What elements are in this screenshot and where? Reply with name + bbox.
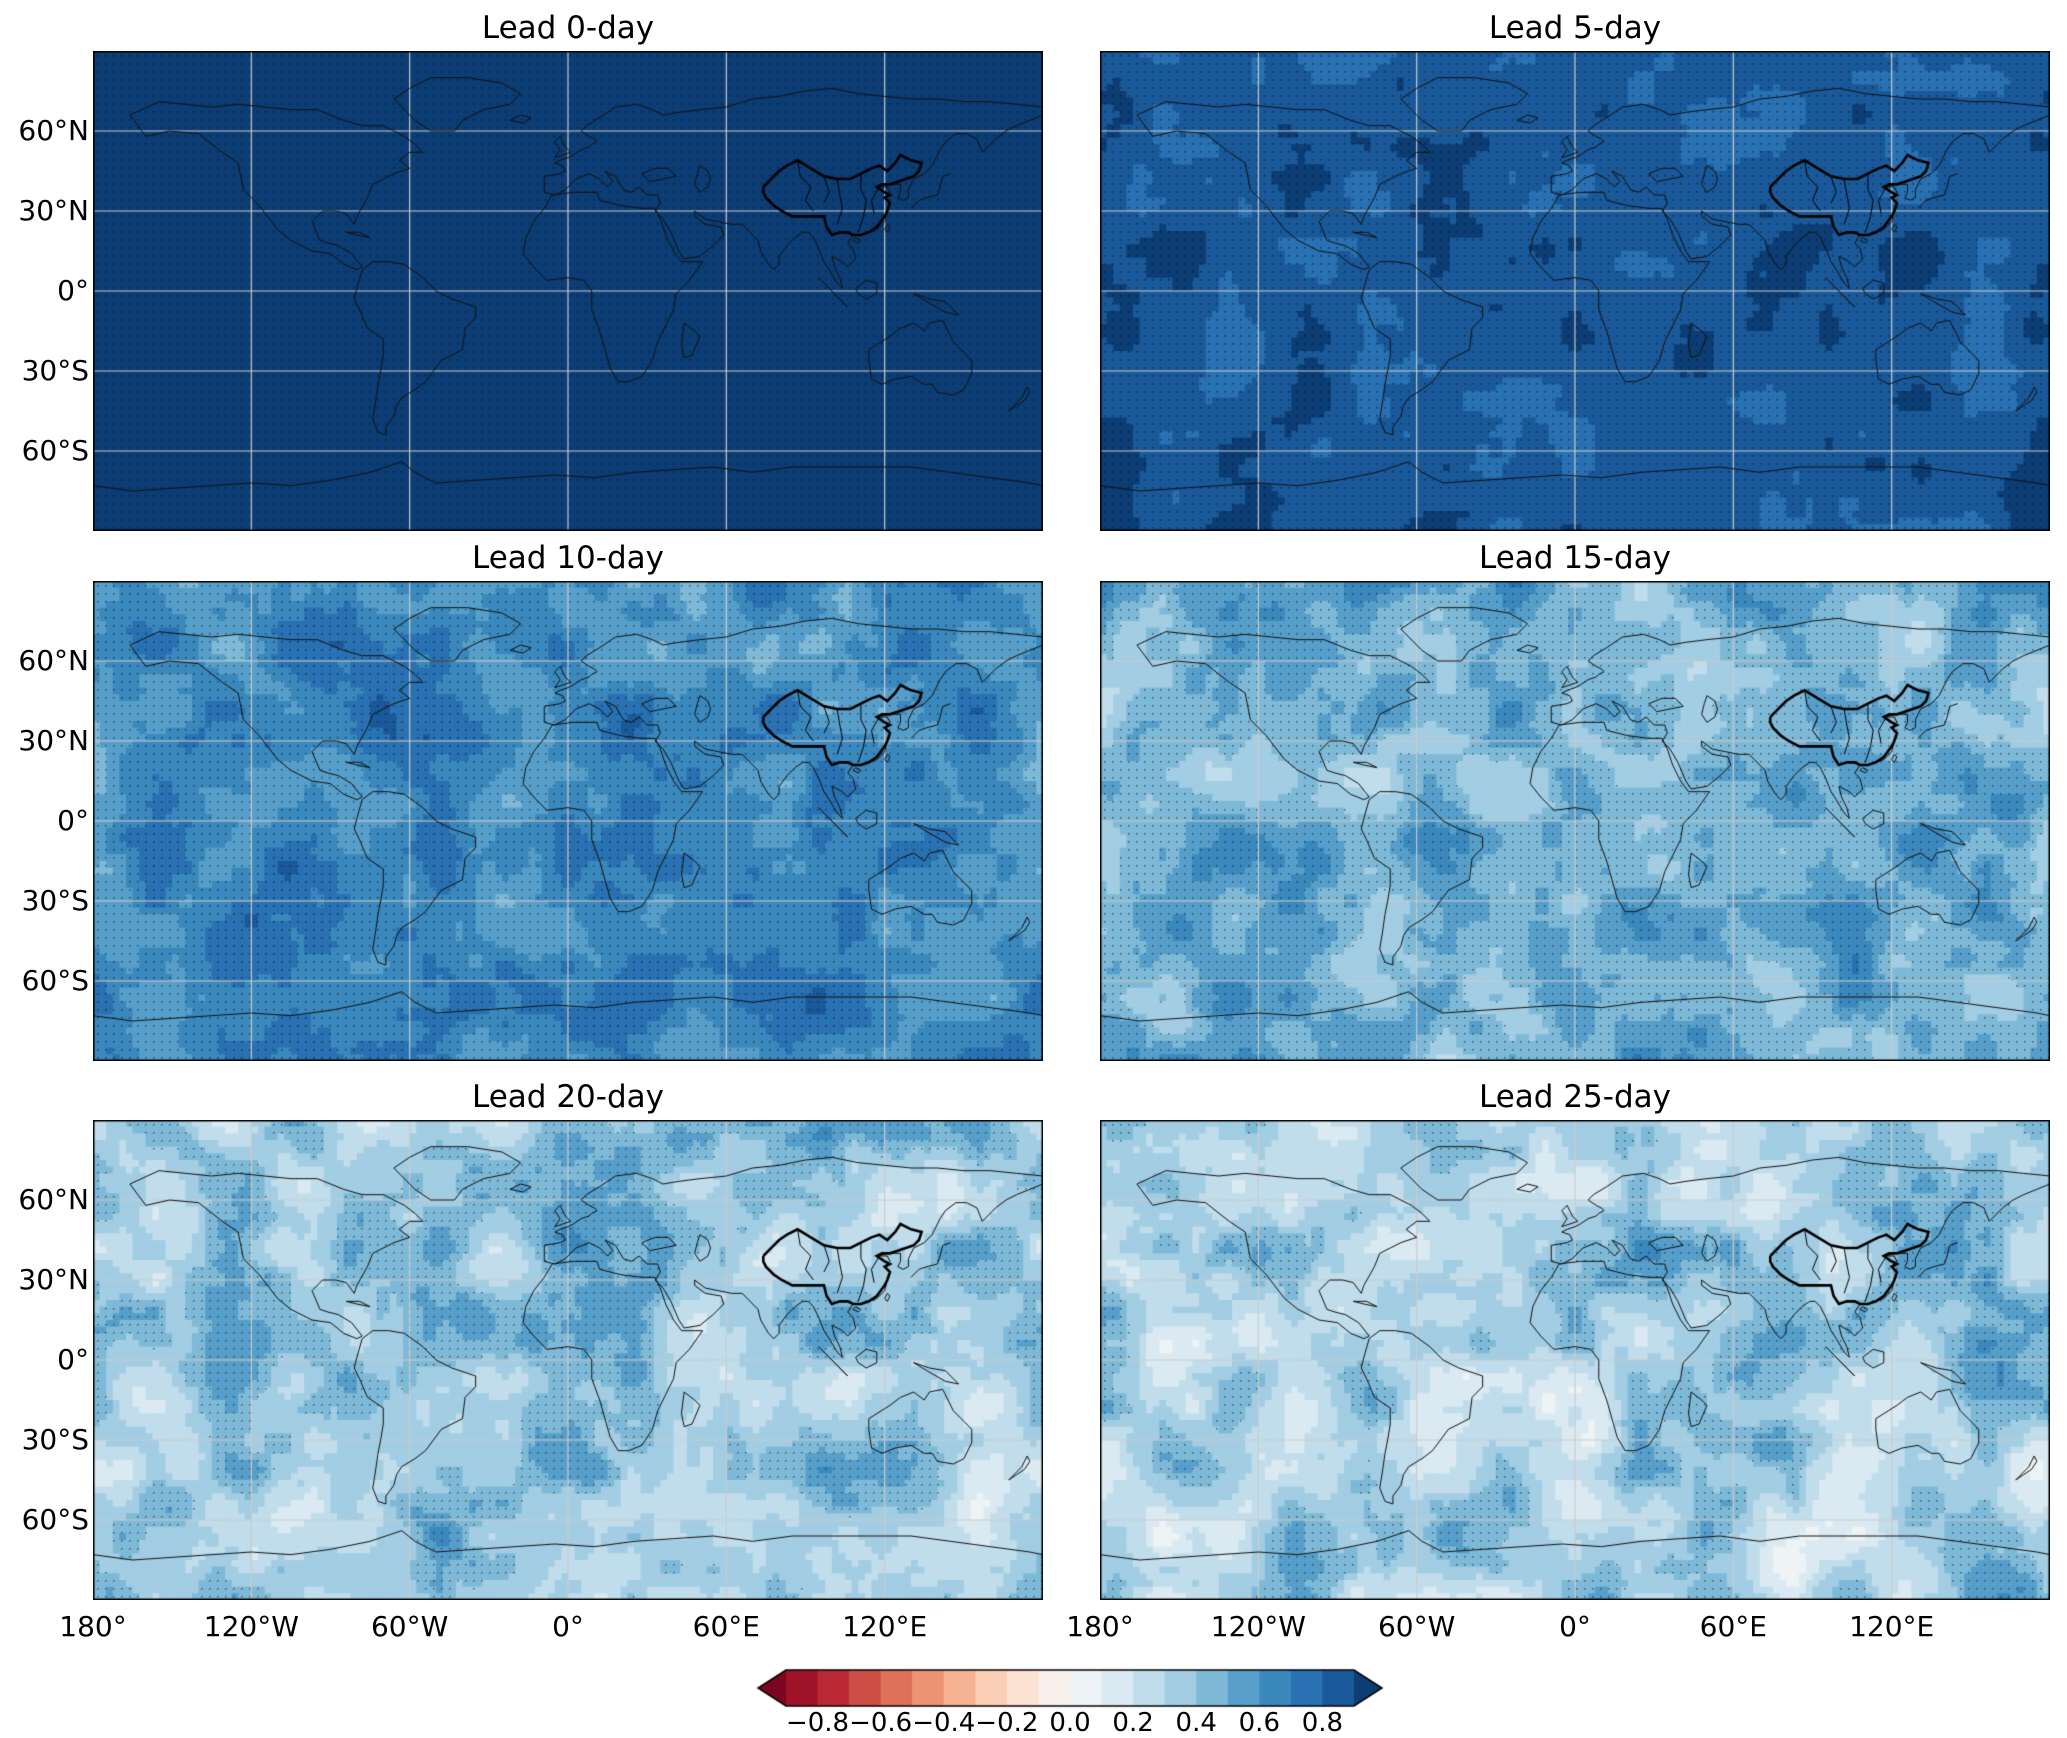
lon-tick-label: 60°E — [1699, 1610, 1767, 1643]
map-panel-lead-15-day: Lead 15-day — [1100, 536, 2050, 1061]
colorbar-tick-label: 0.4 — [1175, 1708, 1217, 1738]
panel-title: Lead 25-day — [1479, 1079, 1671, 1115]
panel-title: Lead 5-day — [1488, 10, 1662, 46]
map-panel-lead-20-day: Lead 20-day — [93, 1075, 1043, 1600]
colorbar-tick-label: 0.2 — [1112, 1708, 1154, 1738]
colorbar: −0.8 −0.6 −0.4 −0.2 0.0 0.2 0.4 0.6 0.8 — [756, 1668, 1384, 1738]
lat-tick-label: 60°N — [18, 1183, 89, 1216]
colorbar-tick-label: −0.4 — [912, 1708, 976, 1738]
colorbar-tick-label: −0.8 — [785, 1708, 850, 1738]
lon-tick-label: 180° — [1066, 1610, 1134, 1643]
lat-tick-label: 60°N — [18, 644, 89, 677]
map-panel-lead-10-day: Lead 10-day — [93, 536, 1043, 1061]
map-canvas-lead-0-day — [93, 51, 1043, 531]
panel-title: Lead 10-day — [472, 540, 664, 576]
map-panel-lead-0-day: Lead 0-day — [93, 6, 1043, 531]
lat-tick-label: 30°N — [18, 724, 89, 757]
map-canvas-lead-15-day — [1100, 581, 2050, 1061]
colorbar-tick-label: −0.6 — [849, 1708, 913, 1738]
colorbar-tick-label: −0.2 — [975, 1708, 1039, 1738]
lon-tick-label: 120°E — [1849, 1610, 1935, 1643]
map-panel-lead-5-day: Lead 5-day — [1100, 6, 2050, 531]
lat-tick-label: 30°S — [21, 884, 89, 917]
map-canvas-lead-5-day — [1100, 51, 2050, 531]
colorbar-canvas — [756, 1668, 1384, 1708]
lat-tick-label: 30°S — [21, 1423, 89, 1456]
map-canvas-lead-10-day — [93, 581, 1043, 1061]
panel-title: Lead 20-day — [472, 1079, 664, 1115]
map-panel-lead-25-day: Lead 25-day — [1100, 1075, 2050, 1600]
lat-tick-label: 60°S — [21, 1503, 89, 1536]
lat-tick-label: 0° — [57, 1343, 89, 1376]
map-canvas-lead-25-day — [1100, 1120, 2050, 1600]
lon-tick-label: 180° — [59, 1610, 127, 1643]
lon-tick-label: 0° — [1559, 1610, 1591, 1643]
colorbar-tick-label: 0.0 — [1049, 1708, 1091, 1738]
lon-tick-label: 120°W — [203, 1610, 299, 1643]
lat-tick-label: 0° — [57, 804, 89, 837]
colorbar-tick-label: 0.6 — [1238, 1708, 1280, 1738]
lon-tick-label: 120°W — [1210, 1610, 1306, 1643]
lat-tick-label: 0° — [57, 274, 89, 307]
lat-tick-label: 30°S — [21, 354, 89, 387]
lon-tick-label: 60°E — [692, 1610, 760, 1643]
lon-tick-label: 120°E — [842, 1610, 928, 1643]
lat-tick-label: 30°N — [18, 194, 89, 227]
panel-title: Lead 15-day — [1479, 540, 1671, 576]
lat-tick-label: 30°N — [18, 1263, 89, 1296]
lon-tick-label: 60°W — [370, 1610, 449, 1643]
lon-tick-label: 0° — [552, 1610, 584, 1643]
lat-tick-label: 60°N — [18, 114, 89, 147]
lat-tick-label: 60°S — [21, 434, 89, 467]
colorbar-tick-label: 0.8 — [1301, 1708, 1344, 1738]
lat-tick-label: 60°S — [21, 964, 89, 997]
lon-tick-label: 60°W — [1377, 1610, 1456, 1643]
map-canvas-lead-20-day — [93, 1120, 1043, 1600]
panel-title: Lead 0-day — [481, 10, 655, 46]
